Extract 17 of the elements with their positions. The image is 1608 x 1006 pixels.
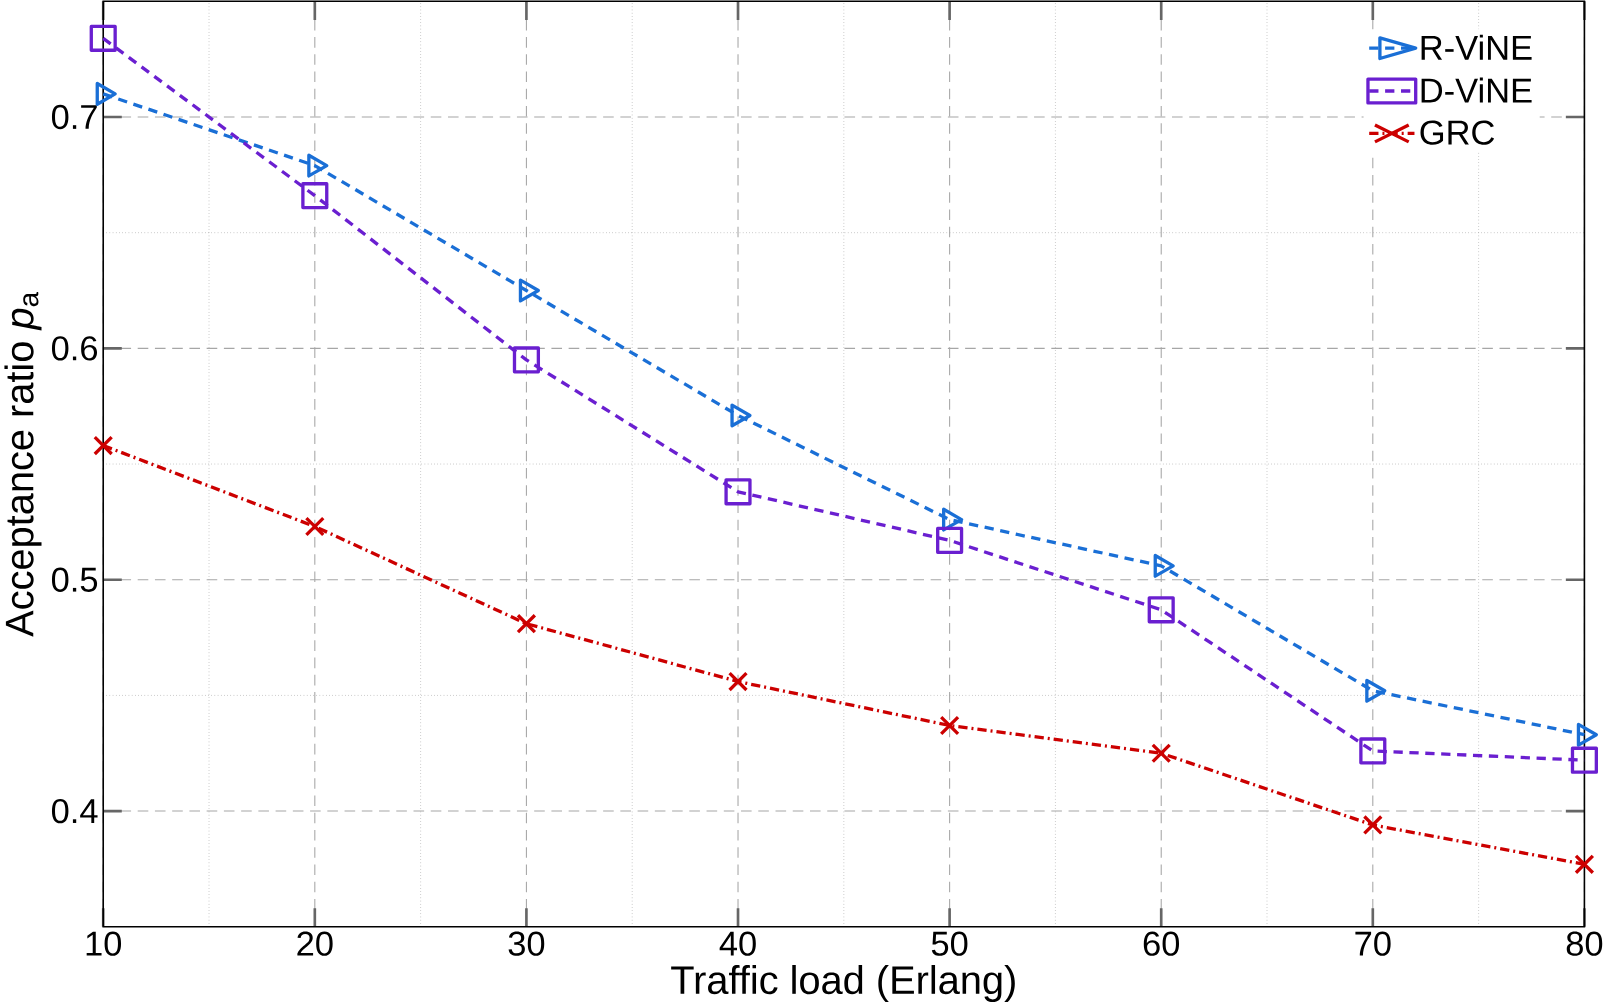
x-tick-label: 40	[719, 931, 756, 956]
x-tick-label: 10	[86, 931, 122, 956]
x-tick-label: 70	[1355, 931, 1391, 956]
legend-label: R-ViNE	[1421, 34, 1532, 60]
x-tick-label: 30	[508, 931, 545, 956]
y-tick-label: 0.6	[51, 335, 98, 361]
legend-label: GRC	[1420, 120, 1495, 145]
y-axis-title: Acceptance ratio p$_{a}$	[4, 291, 42, 637]
x-tick-label: 50	[931, 931, 968, 956]
x-tick-label: 20	[297, 931, 333, 956]
y-tick-label: 0.4	[51, 798, 98, 824]
y-tick-label: 0.7	[51, 104, 97, 129]
legend-label: D-ViNE	[1421, 77, 1532, 103]
x-axis-title: Traffic load (Erlang)	[671, 964, 1015, 1002]
y-tick-label: 0.5	[51, 567, 98, 592]
x-tick-label: 60	[1143, 931, 1180, 956]
x-tick-label: 80	[1566, 931, 1603, 956]
